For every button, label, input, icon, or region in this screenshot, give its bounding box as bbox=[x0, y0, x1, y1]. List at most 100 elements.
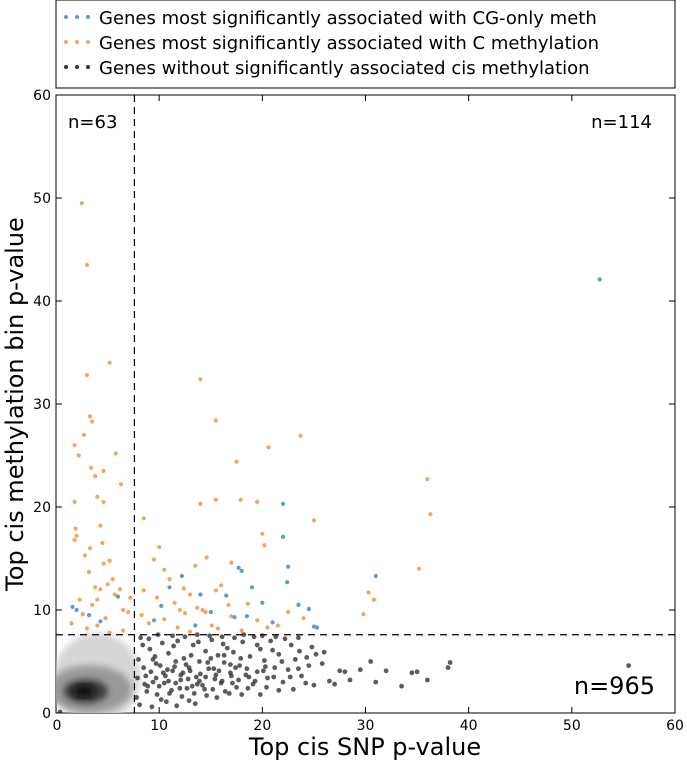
data-point bbox=[207, 633, 213, 639]
data-point bbox=[70, 604, 75, 610]
data-point bbox=[304, 655, 310, 660]
data-point bbox=[197, 659, 202, 664]
data-point bbox=[425, 477, 430, 482]
data-point bbox=[428, 512, 433, 517]
data-point bbox=[203, 674, 209, 680]
data-point bbox=[192, 701, 198, 707]
x-tick-label: 50 bbox=[563, 718, 581, 734]
data-point bbox=[238, 497, 243, 502]
data-point bbox=[148, 669, 154, 675]
data-point bbox=[399, 683, 404, 689]
data-point bbox=[105, 582, 110, 587]
data-point bbox=[189, 683, 195, 689]
data-point bbox=[383, 668, 389, 674]
data-point bbox=[162, 617, 167, 622]
data-point bbox=[74, 533, 79, 538]
data-point bbox=[224, 645, 230, 651]
data-point bbox=[425, 677, 430, 683]
data-point bbox=[195, 605, 200, 611]
data-point bbox=[174, 703, 180, 709]
data-point bbox=[72, 499, 77, 504]
data-point bbox=[179, 694, 185, 699]
data-point bbox=[158, 697, 164, 702]
data-point bbox=[159, 603, 164, 609]
data-point bbox=[212, 676, 218, 682]
data-point bbox=[306, 606, 311, 612]
y-tick-label: 50 bbox=[33, 191, 51, 207]
data-point bbox=[309, 644, 315, 650]
data-point bbox=[252, 678, 258, 684]
annotation-bottom-right: n=965 bbox=[574, 672, 655, 700]
data-point bbox=[203, 610, 208, 615]
data-point bbox=[232, 635, 237, 641]
data-point bbox=[219, 583, 224, 588]
data-point bbox=[626, 663, 631, 668]
data-point bbox=[414, 669, 420, 675]
data-point bbox=[368, 659, 374, 664]
data-point bbox=[265, 675, 270, 681]
legend-marker bbox=[86, 65, 90, 69]
legend-entry: Genes most significantly associated with… bbox=[64, 33, 599, 54]
y-tick-label: 0 bbox=[42, 706, 51, 722]
data-point bbox=[137, 702, 143, 708]
data-point bbox=[236, 565, 241, 570]
data-point bbox=[273, 634, 279, 640]
data-point bbox=[80, 612, 85, 617]
data-point bbox=[140, 642, 146, 648]
legend-entry: Genes without significantly associated c… bbox=[64, 58, 590, 79]
data-point bbox=[213, 497, 218, 502]
data-point bbox=[204, 555, 209, 560]
y-tick-label: 40 bbox=[33, 294, 51, 310]
axis-ticks: 0 10 20 30 40 50 60 0 10 20 30 40 50 60 bbox=[33, 88, 684, 734]
data-point bbox=[149, 704, 155, 710]
data-point bbox=[113, 451, 118, 456]
data-point bbox=[181, 586, 186, 591]
data-point bbox=[321, 649, 327, 655]
density-cloud-peak bbox=[72, 685, 95, 698]
data-point bbox=[221, 652, 227, 658]
data-point bbox=[373, 679, 379, 685]
data-point bbox=[139, 613, 144, 618]
data-point bbox=[86, 569, 92, 575]
data-point bbox=[57, 709, 63, 713]
data-point bbox=[221, 660, 227, 665]
legend-marker bbox=[86, 40, 90, 44]
data-point bbox=[161, 680, 167, 686]
data-point bbox=[239, 628, 244, 633]
data-point bbox=[198, 377, 203, 382]
data-point bbox=[229, 673, 234, 679]
data-point bbox=[181, 656, 187, 661]
data-point bbox=[279, 659, 285, 664]
data-point bbox=[276, 687, 282, 693]
data-point bbox=[280, 679, 286, 685]
data-point bbox=[206, 666, 212, 672]
data-point bbox=[260, 600, 265, 605]
data-point bbox=[69, 621, 74, 626]
data-point bbox=[107, 360, 112, 365]
data-point bbox=[95, 494, 100, 499]
data-point bbox=[263, 664, 268, 669]
data-point bbox=[285, 580, 290, 585]
data-point bbox=[311, 518, 316, 523]
data-point bbox=[150, 679, 156, 685]
data-point bbox=[101, 499, 106, 504]
data-point bbox=[167, 691, 172, 696]
data-point bbox=[255, 499, 260, 504]
plot-frame bbox=[55, 94, 676, 714]
data-point bbox=[146, 636, 152, 642]
legend-marker bbox=[64, 65, 68, 69]
data-point bbox=[90, 602, 95, 608]
data-point bbox=[138, 635, 144, 641]
data-point bbox=[95, 623, 100, 628]
data-point bbox=[147, 646, 153, 652]
data-point bbox=[215, 652, 221, 658]
data-point bbox=[219, 678, 225, 684]
points-layer bbox=[57, 201, 631, 713]
data-point bbox=[157, 545, 162, 550]
data-point bbox=[159, 640, 165, 646]
data-point bbox=[245, 685, 251, 691]
x-tick-label: 10 bbox=[150, 718, 168, 734]
data-point bbox=[89, 465, 94, 470]
y-tick-label: 60 bbox=[33, 88, 51, 104]
data-point bbox=[153, 675, 159, 681]
